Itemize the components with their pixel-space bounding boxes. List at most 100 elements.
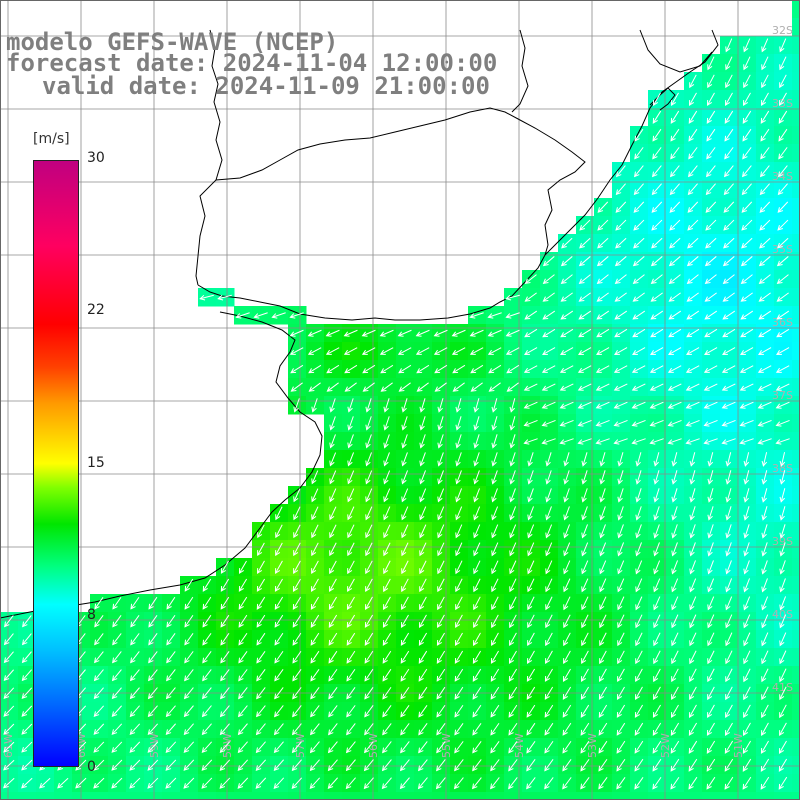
wind-arrow xyxy=(382,741,392,754)
wind-speed-cell xyxy=(792,180,800,199)
wind-arrow xyxy=(452,382,465,392)
wind-arrow xyxy=(328,687,338,700)
wind-arrow xyxy=(703,438,718,445)
wind-arrow xyxy=(685,401,700,409)
wind-arrow xyxy=(632,328,646,338)
political-borders xyxy=(195,29,713,286)
wind-arrow xyxy=(129,723,141,735)
wind-arrow xyxy=(147,705,158,718)
wind-arrow xyxy=(688,758,698,772)
wind-arrow xyxy=(417,777,428,790)
wind-speed-cell xyxy=(792,324,800,343)
wind-arrow xyxy=(563,650,571,665)
wind-arrow xyxy=(541,365,556,373)
wind-arrow xyxy=(743,488,750,503)
wind-arrow xyxy=(289,329,304,337)
wind-arrow xyxy=(743,614,751,629)
wind-arrow xyxy=(307,347,322,355)
wind-arrow xyxy=(184,669,194,682)
wind-arrow xyxy=(93,687,104,700)
wind-arrow xyxy=(670,147,680,160)
wind-arrow xyxy=(343,329,358,337)
wind-speed-cell xyxy=(792,306,800,325)
wind-speed-cell xyxy=(792,90,800,109)
wind-arrow xyxy=(669,237,681,249)
wind-arrow xyxy=(668,274,681,285)
wind-arrow xyxy=(237,741,248,754)
wind-arrow xyxy=(632,292,645,302)
wind-arrow xyxy=(491,542,499,557)
wind-arrow xyxy=(365,434,372,449)
wind-arrow xyxy=(580,758,590,772)
lon-label: 58W xyxy=(221,733,234,758)
lat-label: 39S xyxy=(772,535,793,548)
wind-arrow xyxy=(506,364,520,374)
wind-arrow xyxy=(256,687,266,700)
wind-speed-cell xyxy=(792,630,800,649)
wind-arrow xyxy=(671,488,678,503)
wind-arrow xyxy=(93,759,105,771)
wind-arrow xyxy=(454,723,464,736)
wind-arrow xyxy=(667,383,682,391)
wind-speed-cell xyxy=(792,576,800,595)
wind-arrow xyxy=(129,759,141,771)
wind-arrow xyxy=(743,506,750,521)
wind-arrow xyxy=(347,542,355,557)
wind-arrow xyxy=(491,434,498,449)
wind-arrow xyxy=(580,686,590,700)
wind-arrow xyxy=(652,128,662,142)
wind-arrow xyxy=(527,470,534,485)
wind-arrow xyxy=(668,256,681,267)
wind-arrow xyxy=(703,401,718,409)
wind-arrow xyxy=(544,740,554,754)
wind-arrow xyxy=(238,560,247,574)
lat-label: 34S xyxy=(772,170,793,183)
wind-arrow xyxy=(616,704,626,718)
wind-arrow xyxy=(347,524,355,539)
wind-arrow xyxy=(235,312,250,319)
wind-arrow xyxy=(255,777,267,789)
wind-arrow xyxy=(725,470,732,485)
wind-arrow xyxy=(635,542,642,557)
wind-arrow xyxy=(560,292,573,302)
wind-arrow xyxy=(541,438,556,445)
wind-arrow xyxy=(490,704,500,718)
wind-arrow xyxy=(707,470,714,485)
wind-arrow xyxy=(650,328,664,338)
wind-arrow xyxy=(473,524,481,539)
wind-arrow xyxy=(491,524,499,539)
wind-arrow xyxy=(111,777,123,789)
wind-arrow xyxy=(743,704,751,719)
wind-arrow xyxy=(184,651,194,664)
wind-arrow xyxy=(779,632,787,647)
wind-arrow xyxy=(631,401,646,409)
wind-arrow xyxy=(743,722,751,736)
wind-arrow xyxy=(559,438,574,445)
wind-arrow xyxy=(434,364,448,374)
wind-arrow xyxy=(599,650,607,665)
wind-arrow xyxy=(219,723,230,736)
wind-arrow xyxy=(274,705,284,718)
wind-arrow xyxy=(346,668,356,682)
wind-arrow xyxy=(290,364,304,374)
wind-arrow xyxy=(667,365,682,373)
wind-arrow xyxy=(671,632,679,647)
colorbar-tick-0: 0 xyxy=(87,759,96,775)
wind-arrow xyxy=(490,777,500,790)
wind-arrow xyxy=(650,274,663,285)
wind-arrow xyxy=(724,110,734,124)
wind-arrow xyxy=(382,632,392,646)
wind-arrow xyxy=(293,488,301,503)
wind-arrow xyxy=(364,723,374,736)
wind-speed-cell xyxy=(540,792,559,800)
wind-arrow xyxy=(365,542,373,557)
wind-arrow xyxy=(255,759,267,772)
wind-arrow xyxy=(509,452,516,467)
lat-label: 37S xyxy=(772,389,793,402)
wind-arrow xyxy=(454,704,464,718)
wind-arrow xyxy=(506,382,519,392)
wind-speed-cell xyxy=(90,792,109,800)
wind-arrow xyxy=(635,506,642,521)
wind-arrow xyxy=(329,578,337,593)
wind-speed-cell xyxy=(792,540,800,559)
